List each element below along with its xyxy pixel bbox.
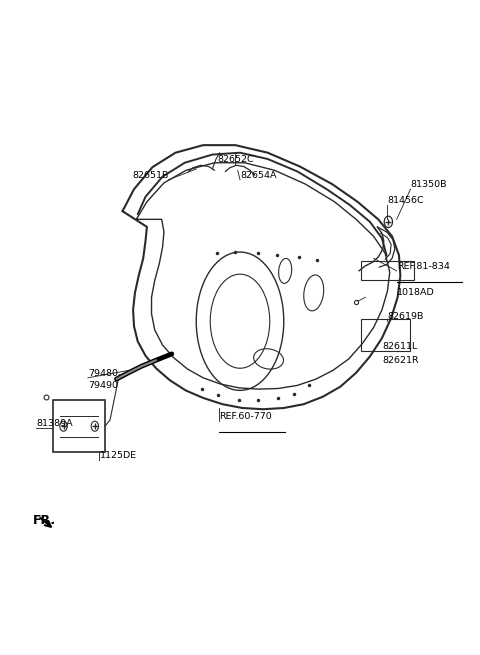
Text: 79480: 79480: [88, 369, 118, 378]
Text: 1018AD: 1018AD: [396, 288, 434, 297]
Text: 82621R: 82621R: [383, 356, 420, 365]
Bar: [53, 400, 105, 452]
Text: 81350B: 81350B: [410, 180, 447, 189]
Text: 82619B: 82619B: [387, 312, 424, 321]
Bar: [361, 319, 410, 351]
Text: 82611L: 82611L: [383, 343, 418, 351]
Text: 81389A: 81389A: [36, 419, 73, 428]
Text: 82651B: 82651B: [132, 171, 168, 179]
Text: REF.60-770: REF.60-770: [219, 411, 272, 421]
Text: 1125DE: 1125DE: [99, 451, 137, 460]
Text: 81456C: 81456C: [387, 196, 424, 205]
Text: 79490: 79490: [88, 381, 118, 390]
Text: FR.: FR.: [33, 514, 56, 527]
Bar: [361, 261, 414, 280]
Text: REF.81-834: REF.81-834: [396, 262, 450, 271]
Text: 82652C: 82652C: [217, 155, 254, 164]
Text: 82654A: 82654A: [240, 171, 276, 179]
